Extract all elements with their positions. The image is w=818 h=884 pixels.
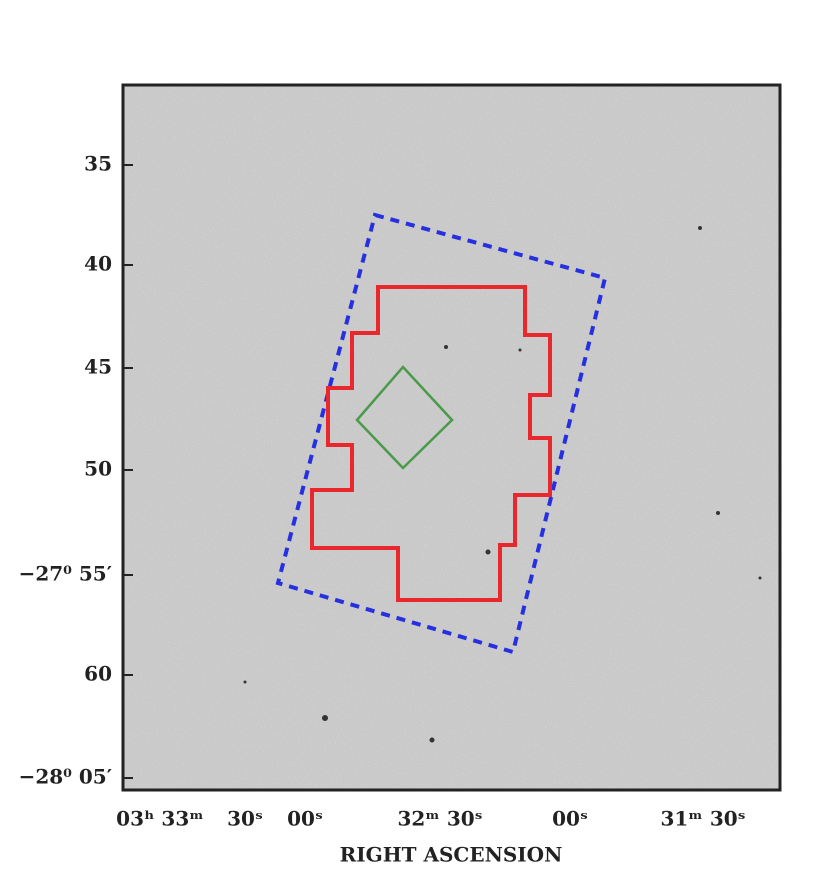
x-tick-label: 03ʰ 33ᵐ [116, 807, 204, 831]
red-field [310, 285, 552, 602]
x-axis-title: RIGHT ASCENSION [340, 843, 563, 867]
y-tick-label: 60 [84, 662, 112, 686]
x-tick-label: 30ˢ [227, 807, 263, 831]
frame [121, 83, 782, 792]
x-tick-label: 31ᵐ 30ˢ [660, 807, 745, 831]
y-tick-label: 40 [84, 252, 112, 276]
sources [243, 226, 762, 743]
y-tick-label: 50 [84, 457, 112, 481]
y-tick-label: −28⁰ 05′ [19, 765, 112, 789]
y-tick-label: 45 [84, 355, 112, 379]
sky-noise [123, 85, 780, 790]
green-field [355, 365, 454, 470]
x-tick-label: 32ᵐ 30ˢ [397, 807, 482, 831]
x-tick-label: 00ˢ [552, 807, 588, 831]
blue-field [275, 212, 608, 655]
y-tick-label: −27⁰ 55′ [19, 562, 112, 586]
x-tick-label: 00ˢ [287, 807, 323, 831]
y-tick-label: 35 [84, 152, 112, 176]
